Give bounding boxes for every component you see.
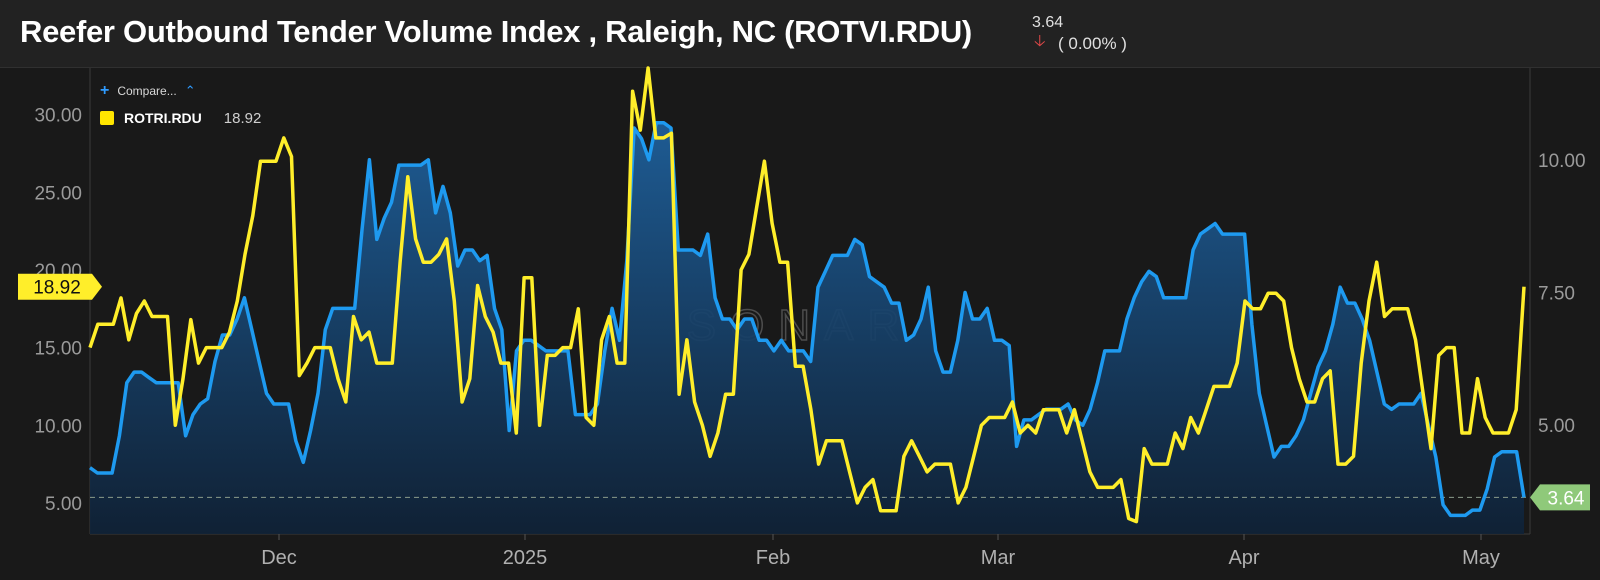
- percent-change: ( 0.00% ): [1058, 34, 1127, 53]
- left-tick-label: 25.00: [34, 183, 82, 204]
- chart-title: Reefer Outbound Tender Volume Index , Ra…: [20, 14, 972, 49]
- chevron-up-icon: ⌃: [184, 83, 196, 98]
- right-tick-label: 10.00: [1538, 151, 1586, 172]
- series-name: ROTRI.RDU: [124, 110, 202, 126]
- x-tick-label: 2025: [503, 547, 548, 569]
- left-tick-label: 10.00: [34, 416, 82, 437]
- legend-series-rotri[interactable]: ROTRI.RDU 18.92: [100, 108, 290, 128]
- x-tick-label: Apr: [1228, 547, 1259, 569]
- compare-button[interactable]: + Compare... ⌃: [100, 82, 290, 100]
- series-value: 18.92: [223, 109, 262, 127]
- plus-icon: +: [100, 82, 110, 99]
- x-tick-label: Mar: [981, 547, 1016, 569]
- arrow-down-icon: 🡣: [1034, 33, 1046, 50]
- left-tick-label: 30.00: [34, 106, 82, 127]
- rotvi-series-line: [88, 120, 1526, 518]
- right-value-badge-label: 3.64: [1548, 488, 1585, 509]
- right-value-badge: [1530, 484, 1590, 511]
- rotri-series-line: [88, 66, 1526, 524]
- x-tick-label: Feb: [756, 547, 790, 569]
- left-value-badge-label: 18.92: [33, 278, 81, 299]
- current-value: 3.64: [1032, 14, 1064, 31]
- right-tick-label: 7.50: [1538, 284, 1575, 305]
- chart-header: Reefer Outbound Tender Volume Index , Ra…: [0, 0, 1600, 68]
- legend: + Compare... ⌃ ROTRI.RDU 18.92: [100, 82, 290, 128]
- left-value-badge: [18, 273, 102, 300]
- left-tick-label: 5.00: [45, 494, 82, 515]
- right-tick-label: 5.00: [1538, 416, 1575, 437]
- x-tick-label: Dec: [261, 547, 297, 569]
- blue-series-area: [90, 122, 1524, 534]
- x-tick-label: May: [1462, 547, 1500, 569]
- left-tick-label: 15.00: [34, 339, 82, 360]
- series-swatch: [100, 111, 114, 125]
- compare-label: Compare...: [117, 84, 177, 98]
